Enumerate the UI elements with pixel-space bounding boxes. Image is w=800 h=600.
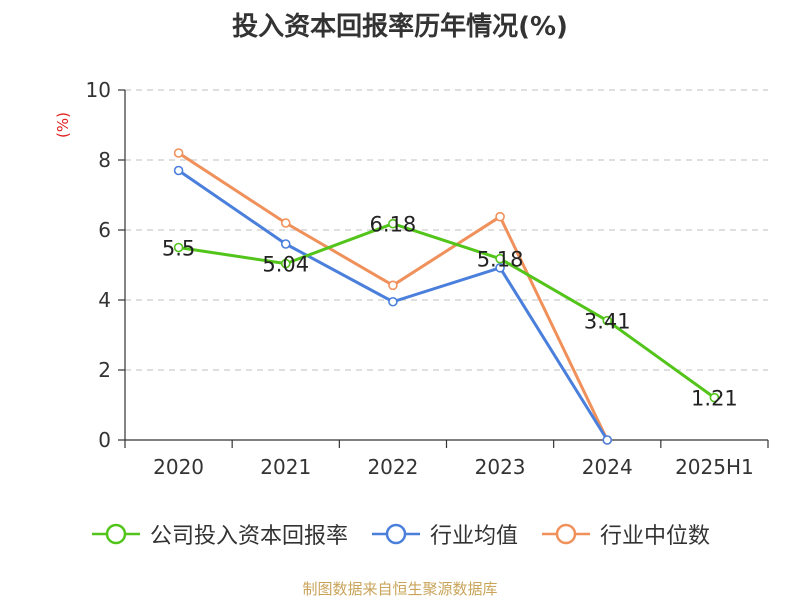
data-point	[280, 258, 291, 269]
data-label: 1.21	[691, 387, 738, 411]
x-tick-label: 2022	[367, 455, 418, 479]
legend: 公司投入资本回报率 行业均值 行业中位数	[0, 518, 800, 550]
data-point	[495, 211, 505, 222]
legend-item[interactable]: 公司投入资本回报率	[90, 518, 348, 550]
y-tick-label: 2	[98, 358, 111, 382]
legend-label: 公司投入资本回报率	[149, 524, 348, 549]
source-note: 制图数据来自恒生聚源数据库	[302, 580, 498, 598]
data-point	[602, 435, 613, 445]
series-lines	[173, 148, 720, 445]
grid-lines	[125, 89, 768, 371]
data-point	[602, 315, 613, 326]
chart-title: 投入资本回报率历年情况(%)	[232, 12, 568, 42]
legend-item[interactable]: 行业中位数	[540, 518, 710, 550]
data-point	[495, 253, 505, 264]
y-tick-label: 6	[98, 218, 111, 242]
data-point	[280, 239, 291, 249]
x-tick-label: 2025H1	[675, 455, 754, 479]
series-line	[178, 222, 716, 399]
data-point	[388, 218, 398, 229]
axes: 0 2 4 6 8 10 2020 2021 2022 2023 2024 2025H1 (%)	[54, 78, 769, 479]
legend-marker	[371, 523, 420, 545]
y-tick-label: 10	[86, 78, 111, 102]
x-tick-label: 2024	[582, 455, 633, 479]
y-tick-label: 8	[98, 148, 111, 172]
data-point	[173, 148, 184, 158]
series-line	[177, 151, 609, 441]
data-point	[173, 242, 184, 253]
x-tick-label: 2023	[475, 455, 526, 479]
data-label: 6.18	[370, 213, 417, 237]
data-label: 5.5	[162, 237, 195, 261]
data-labels: 5.5 5.04 6.18 5.18 3.41 1.21	[162, 213, 738, 411]
legend-label: 行业中位数	[600, 524, 711, 549]
y-tick-label: 4	[98, 288, 111, 312]
y-axis-label: (%)	[54, 112, 72, 138]
legend-item[interactable]: 行业均值	[370, 518, 518, 550]
data-label: 5.04	[262, 253, 309, 277]
data-point	[388, 296, 398, 307]
data-point	[280, 218, 291, 228]
data-point	[388, 280, 398, 291]
legend-label: 行业均值	[429, 524, 518, 549]
x-tick-label: 2021	[260, 455, 311, 479]
data-point	[495, 262, 505, 273]
data-label: 3.41	[584, 310, 631, 334]
y-tick-label: 0	[98, 428, 111, 452]
x-tick-label: 2020	[153, 455, 204, 479]
data-label: 5.18	[477, 248, 524, 272]
legend-marker	[91, 523, 140, 545]
data-point	[173, 165, 184, 176]
data-point	[709, 392, 720, 403]
legend-marker	[542, 523, 590, 545]
